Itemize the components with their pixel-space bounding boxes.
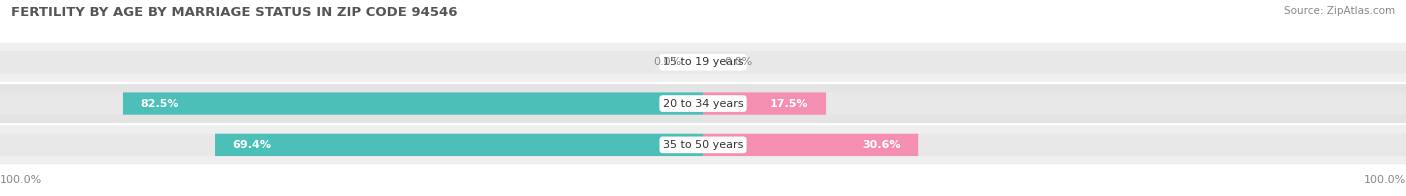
FancyBboxPatch shape	[215, 134, 703, 156]
FancyBboxPatch shape	[0, 125, 1406, 164]
FancyBboxPatch shape	[122, 92, 703, 115]
FancyBboxPatch shape	[0, 43, 1406, 82]
Text: 69.4%: 69.4%	[232, 140, 271, 150]
Text: 20 to 34 years: 20 to 34 years	[662, 99, 744, 109]
Text: 0.0%: 0.0%	[724, 57, 752, 67]
Text: FERTILITY BY AGE BY MARRIAGE STATUS IN ZIP CODE 94546: FERTILITY BY AGE BY MARRIAGE STATUS IN Z…	[11, 6, 458, 19]
Text: 0.0%: 0.0%	[654, 57, 682, 67]
Text: 15 to 19 years: 15 to 19 years	[662, 57, 744, 67]
Text: 17.5%: 17.5%	[770, 99, 808, 109]
FancyBboxPatch shape	[0, 51, 703, 73]
Text: 30.6%: 30.6%	[862, 140, 901, 150]
Text: 82.5%: 82.5%	[141, 99, 179, 109]
FancyBboxPatch shape	[703, 92, 1406, 115]
FancyBboxPatch shape	[703, 92, 827, 115]
Text: 100.0%: 100.0%	[0, 175, 42, 185]
Text: 35 to 50 years: 35 to 50 years	[662, 140, 744, 150]
FancyBboxPatch shape	[0, 84, 1406, 123]
FancyBboxPatch shape	[703, 134, 1406, 156]
FancyBboxPatch shape	[703, 134, 918, 156]
Text: 100.0%: 100.0%	[1364, 175, 1406, 185]
FancyBboxPatch shape	[703, 51, 1406, 73]
FancyBboxPatch shape	[0, 134, 703, 156]
Text: Source: ZipAtlas.com: Source: ZipAtlas.com	[1284, 6, 1395, 16]
FancyBboxPatch shape	[0, 92, 703, 115]
